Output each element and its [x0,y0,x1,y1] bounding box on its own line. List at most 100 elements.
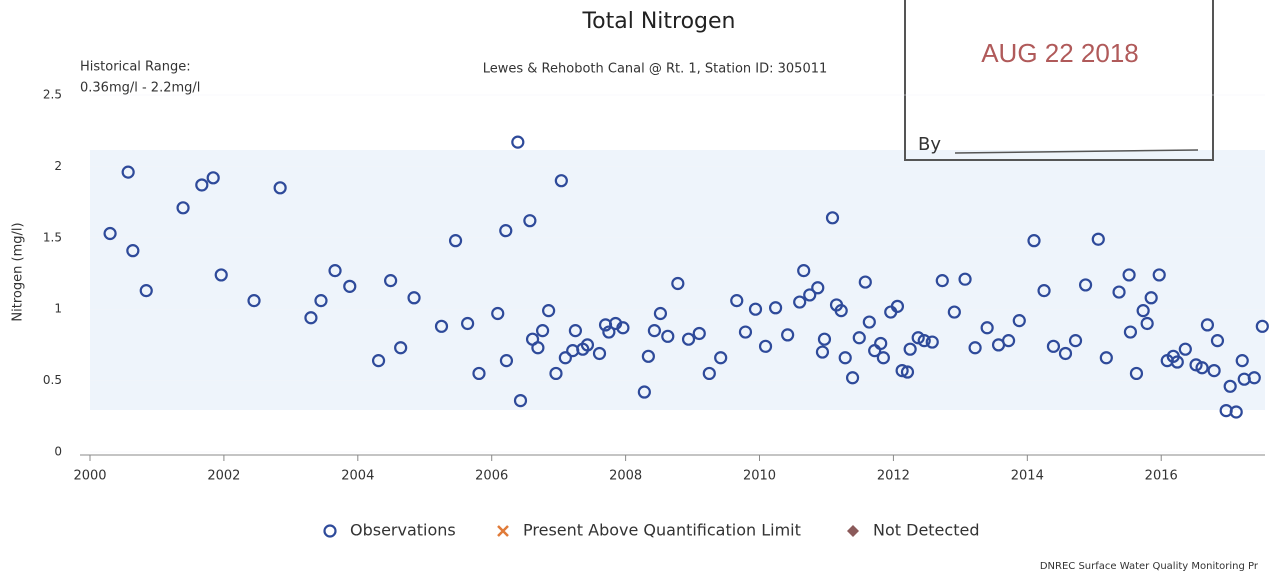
legend-marker [497,525,509,537]
x-tick-label: 2008 [609,469,642,484]
y-axis-label: Nitrogen (mg/l) [11,222,26,321]
point [580,338,595,352]
point [845,371,860,385]
point [568,324,582,338]
point [1012,314,1026,328]
point [793,295,807,309]
point [1112,285,1126,299]
chart-subtitle: Lewes & Rehoboth Canal @ Rt. 1, Station … [483,62,828,77]
point [730,294,744,308]
stamp-frame [904,0,1214,161]
point [407,291,421,305]
point [637,385,651,399]
point [890,299,905,313]
y-tick-label: 1.5 [43,230,62,244]
point [1207,364,1221,378]
point [1210,334,1225,348]
point [852,331,866,345]
point [616,321,630,335]
point [817,332,832,346]
y-tick-label: 0.5 [43,373,62,387]
x-tick-label: 2000 [73,469,106,484]
point [1046,339,1061,353]
point [195,178,209,192]
y-tick-label: 2 [54,159,62,173]
point [103,226,117,241]
point [592,346,607,361]
y-tick-label: 0 [54,445,62,459]
point [121,165,135,179]
point [895,364,909,378]
point [1235,354,1249,368]
point [947,305,961,319]
point [925,335,939,349]
point [531,341,545,355]
point [176,201,190,215]
point [958,272,972,286]
point [491,306,505,321]
stamp-by: By [918,134,941,155]
point [815,345,830,359]
annotation: Historical Range: [80,60,191,75]
stamp: AUG 22 2018 By [904,0,1214,161]
point [1123,325,1138,339]
point [1223,379,1237,393]
point [1152,268,1166,282]
point [434,319,449,333]
point [549,366,563,381]
point [1247,371,1261,385]
background-band [90,150,1265,410]
stamp-date: AUG 22 2018 [981,38,1139,68]
point [513,393,528,408]
point [811,281,825,295]
point [803,288,817,302]
point [1037,284,1051,298]
y-tick-label: 2.5 [43,88,62,102]
legend-label: Not Detected [873,521,979,540]
point [681,332,696,346]
point [558,351,572,365]
point [1140,316,1154,331]
point [692,326,706,341]
point [825,211,840,225]
point [834,304,848,318]
point [273,181,287,195]
point [602,325,616,339]
point [1078,278,1093,292]
point [384,274,398,288]
point [523,214,537,228]
legend-marker [847,525,859,537]
point [394,341,408,355]
x-tick-label: 2010 [743,469,776,484]
point [876,351,890,365]
point [206,171,220,185]
legend-label: Present Above Quantification Limit [523,521,801,540]
point [371,354,386,368]
x-tick-label: 2012 [877,469,910,484]
point [738,325,753,339]
point [1122,268,1136,282]
point [126,244,140,258]
point [838,351,852,365]
point [1099,351,1113,365]
point [448,234,463,248]
point [1001,334,1016,348]
point [1200,318,1215,332]
point [247,294,261,308]
point [535,324,550,338]
stamp-line [954,149,1199,154]
point [314,294,328,308]
point [748,302,763,316]
point [1136,304,1150,318]
point [917,334,931,348]
legend-label: Observations [350,521,456,540]
point [903,342,917,356]
point [1058,346,1073,361]
point [554,174,568,188]
point [980,321,994,335]
point [935,274,949,288]
x-tick-label: 2006 [475,469,508,484]
point [1178,342,1192,356]
point [499,224,513,238]
